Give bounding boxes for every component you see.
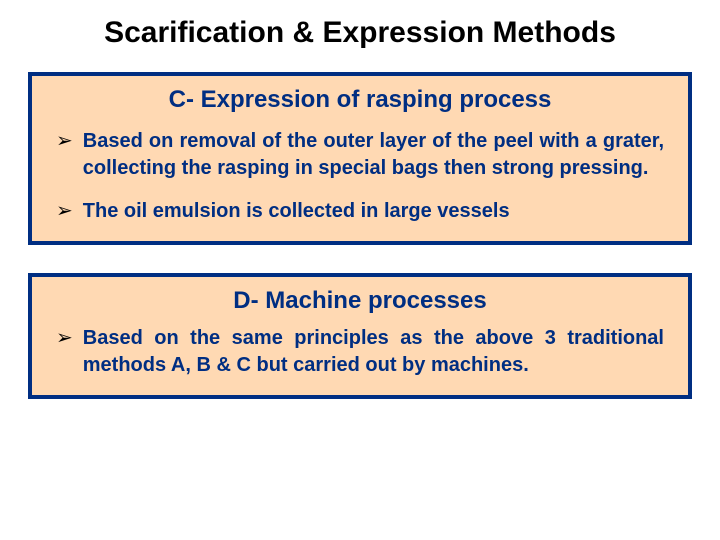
section-d-title: D- Machine processes xyxy=(50,287,670,315)
bullet-text: The oil emulsion is collected in large v… xyxy=(83,198,664,225)
list-item: ➢ Based on removal of the outer layer of… xyxy=(50,128,670,182)
list-item: ➢ The oil emulsion is collected in large… xyxy=(50,198,670,225)
section-d-box: D- Machine processes ➢ Based on the same… xyxy=(28,273,692,399)
bullet-marker-icon: ➢ xyxy=(56,198,73,225)
list-item: ➢ Based on the same principles as the ab… xyxy=(50,325,670,379)
section-c-title: C- Expression of rasping process xyxy=(50,86,670,114)
section-c-box: C- Expression of rasping process ➢ Based… xyxy=(28,72,692,245)
bullet-text: Based on the same principles as the abov… xyxy=(83,325,664,379)
bullet-text: Based on removal of the outer layer of t… xyxy=(83,128,664,182)
page-title: Scarification & Expression Methods xyxy=(28,16,692,50)
bullet-marker-icon: ➢ xyxy=(56,128,73,155)
bullet-marker-icon: ➢ xyxy=(56,325,73,352)
